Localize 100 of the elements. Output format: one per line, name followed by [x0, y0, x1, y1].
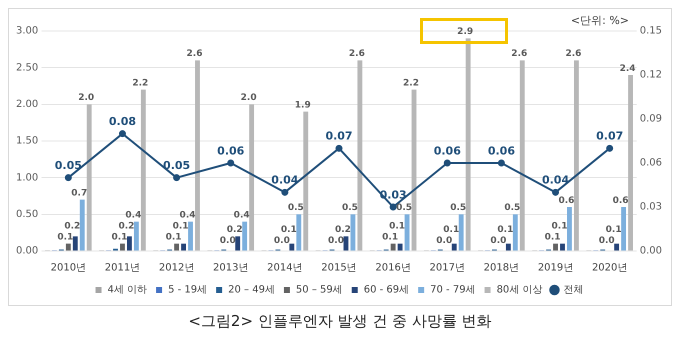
- bar: [66, 244, 71, 250]
- data-label: 0.07: [325, 130, 353, 143]
- data-label: 0.1: [552, 222, 568, 232]
- y2-tick-label: 0.12: [640, 70, 662, 81]
- bar: [303, 112, 308, 250]
- point: [444, 160, 451, 166]
- y-tick-label: 3.00: [16, 26, 38, 37]
- point: [173, 174, 180, 182]
- data-label: 0.2: [226, 224, 243, 235]
- data-label: 0.1: [443, 224, 460, 235]
- y-tick-label: 2.00: [16, 98, 38, 110]
- data-label: 2.2: [403, 78, 419, 89]
- bar: [404, 214, 410, 250]
- bar: [80, 200, 85, 250]
- bar: [458, 214, 464, 250]
- point: [498, 160, 505, 166]
- legend-label: 60 - 69세: [364, 284, 410, 296]
- data-label: 0.1: [57, 232, 74, 243]
- point: [552, 188, 560, 196]
- bar: [249, 104, 254, 250]
- data-label: 0.06: [488, 144, 516, 158]
- legend-label: 50 – 59세: [296, 284, 343, 296]
- legend-label: 70 - 79세: [430, 284, 476, 296]
- bar: [574, 60, 579, 250]
- data-label: 0.1: [280, 224, 297, 235]
- bar: [452, 244, 457, 250]
- bar: [120, 244, 125, 250]
- data-label: 2.4: [620, 64, 636, 74]
- bar: [412, 90, 416, 250]
- data-label: 2.9: [457, 27, 474, 38]
- bar: [134, 222, 139, 250]
- data-label: 0.1: [166, 232, 182, 243]
- data-label: 0.2: [64, 222, 80, 232]
- data-label: 0.05: [163, 159, 190, 172]
- data-label: 0.0: [274, 236, 290, 246]
- data-label: 0.08: [108, 115, 136, 128]
- y2-tick-label: 0.15: [640, 26, 662, 37]
- data-label: 0.5: [396, 203, 412, 214]
- x-tick-label: 2016년: [375, 262, 411, 274]
- legend-label: 전체: [563, 284, 584, 296]
- bar: [614, 244, 620, 250]
- bar: [506, 244, 511, 250]
- data-label: 0.5: [504, 203, 520, 214]
- bar: [72, 236, 78, 250]
- text: <단위: %>: [570, 13, 629, 28]
- data-label: 0.1: [497, 224, 514, 235]
- bar: [188, 222, 193, 250]
- bar: [398, 244, 403, 250]
- data-label: 0.1: [172, 222, 189, 232]
- data-label: 0.04: [542, 174, 570, 187]
- data-label: 0.5: [342, 203, 358, 214]
- point: [336, 144, 342, 152]
- x-tick-label: 2017년: [430, 262, 465, 274]
- data-label: 0.06: [434, 144, 462, 158]
- data-label: 0.0: [490, 236, 506, 246]
- x-tick-label: 2018년: [484, 262, 520, 274]
- y-tick-label: 0.50: [16, 208, 38, 220]
- y-tick-label: 1.50: [16, 136, 38, 147]
- bar: [628, 75, 633, 250]
- data-label: 0.05: [54, 159, 82, 172]
- x-tick-label: 2011년: [104, 262, 140, 274]
- data-label: 0.1: [544, 232, 561, 243]
- point: [606, 144, 614, 152]
- x-tick-label: 2014년: [267, 262, 303, 274]
- data-label: 0.1: [389, 222, 406, 232]
- data-label: 2.6: [511, 49, 528, 60]
- bar: [350, 214, 356, 250]
- data-label: 1.9: [294, 100, 311, 111]
- bar: [520, 60, 525, 250]
- data-label: 0.4: [180, 210, 196, 221]
- data-label: 0.0: [598, 236, 615, 246]
- bar: [512, 214, 518, 250]
- data-label: 0.06: [217, 144, 245, 158]
- data-label: 2.6: [348, 49, 365, 60]
- data-label: 0.0: [436, 236, 452, 246]
- bar: [553, 244, 558, 250]
- legend-label: 4세 이하: [108, 284, 148, 296]
- bar: [126, 236, 132, 250]
- legend-label: 80세 이상: [496, 284, 542, 296]
- bar: [195, 60, 200, 250]
- bar: [560, 244, 565, 250]
- bar: [357, 60, 362, 250]
- data-label: 0.07: [596, 130, 624, 143]
- bar: [466, 38, 471, 250]
- bar: [86, 104, 92, 250]
- bar: [242, 222, 248, 250]
- data-label: 0.6: [612, 196, 629, 206]
- data-label: 0.5: [450, 203, 466, 214]
- x-tick-label: 2019년: [538, 262, 574, 274]
- data-label: 2.6: [565, 49, 582, 60]
- data-label: 0.4: [125, 210, 142, 221]
- bar: [140, 90, 146, 250]
- bar: [390, 244, 396, 250]
- legend-label: 20 – 49세: [228, 284, 275, 296]
- data-label: 0.2: [334, 224, 351, 235]
- data-label: 0.1: [111, 232, 128, 243]
- data-label: 0.04: [271, 174, 299, 187]
- point: [390, 204, 397, 210]
- y2-tick-label: 0.00: [640, 246, 662, 257]
- data-label: 0.0: [328, 236, 344, 246]
